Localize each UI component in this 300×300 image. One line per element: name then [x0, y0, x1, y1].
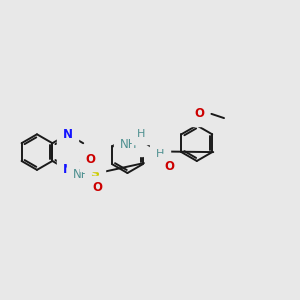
- Text: H: H: [156, 149, 164, 159]
- Text: O: O: [92, 181, 102, 194]
- Text: NH: NH: [73, 168, 90, 181]
- Text: N: N: [63, 128, 73, 141]
- Text: NH: NH: [120, 138, 137, 151]
- Text: O: O: [165, 160, 175, 173]
- Text: O: O: [86, 153, 96, 166]
- Text: N: N: [63, 164, 73, 176]
- Text: O: O: [194, 107, 204, 120]
- Text: H: H: [137, 129, 146, 139]
- Text: S: S: [91, 167, 100, 179]
